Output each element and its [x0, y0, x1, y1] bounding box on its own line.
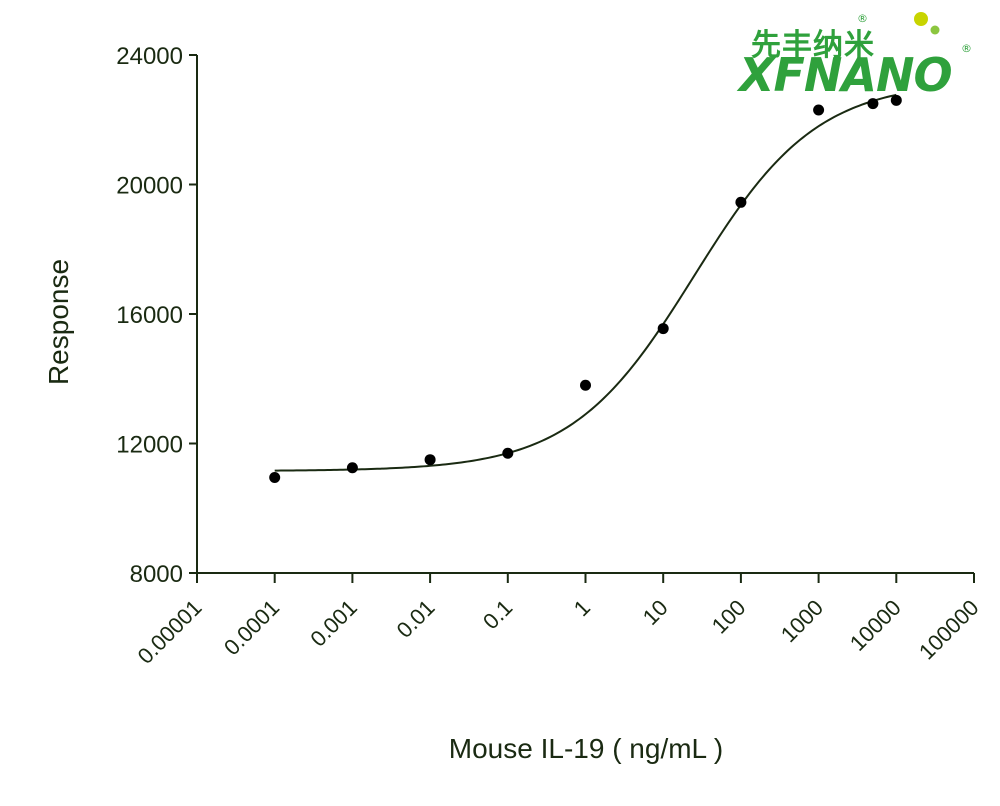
- data-point: [867, 98, 879, 110]
- logo-chinese-text: 先丰纳米: [751, 28, 875, 63]
- x-tick-label: 10000: [845, 595, 906, 656]
- data-point: [269, 471, 281, 483]
- x-tick-label: 100000: [914, 595, 984, 665]
- y-tick-label: 24000: [116, 43, 183, 70]
- brand-logo: 先丰纳米 ® XFNANO ®: [735, 8, 975, 103]
- x-tick-label: 1000: [776, 595, 828, 647]
- x-tick-label: 10: [638, 595, 673, 630]
- x-tick-label: 0.1: [478, 595, 517, 634]
- x-tick-label: 1: [569, 595, 595, 621]
- data-point: [502, 447, 514, 459]
- x-tick-label: 0.0001: [219, 595, 284, 660]
- data-point: [735, 196, 747, 208]
- y-axis-label: Response: [43, 259, 74, 385]
- axes: [196, 55, 974, 574]
- x-tick-label: 0.00001: [133, 595, 207, 669]
- x-tick-label: 0.01: [392, 595, 440, 643]
- data-point: [657, 323, 669, 335]
- logo-balls-icon: [914, 12, 940, 35]
- y-tick-label: 12000: [116, 432, 183, 459]
- registered-mark-2: ®: [961, 42, 972, 55]
- data-point: [424, 454, 436, 466]
- registered-mark: ®: [857, 12, 868, 25]
- data-point: [580, 379, 591, 391]
- data-point: [890, 94, 902, 106]
- x-axis-label: Mouse IL-19 ( ng/mL ): [449, 733, 723, 764]
- fit-curve: [274, 93, 897, 472]
- data-point: [813, 104, 825, 116]
- ticks: 8000 12000 16000 20000 24000 0.00001 0.0001 0.0…: [116, 43, 983, 669]
- data-points: [269, 94, 902, 483]
- y-tick-label: 16000: [116, 302, 183, 329]
- x-tick-label: 100: [707, 595, 751, 639]
- logo-english-text: XFNANO: [739, 48, 953, 102]
- y-tick-label: 8000: [130, 561, 183, 588]
- x-tick-label: 0.001: [305, 595, 362, 652]
- y-tick-label: 20000: [116, 173, 183, 200]
- data-point: [346, 462, 358, 474]
